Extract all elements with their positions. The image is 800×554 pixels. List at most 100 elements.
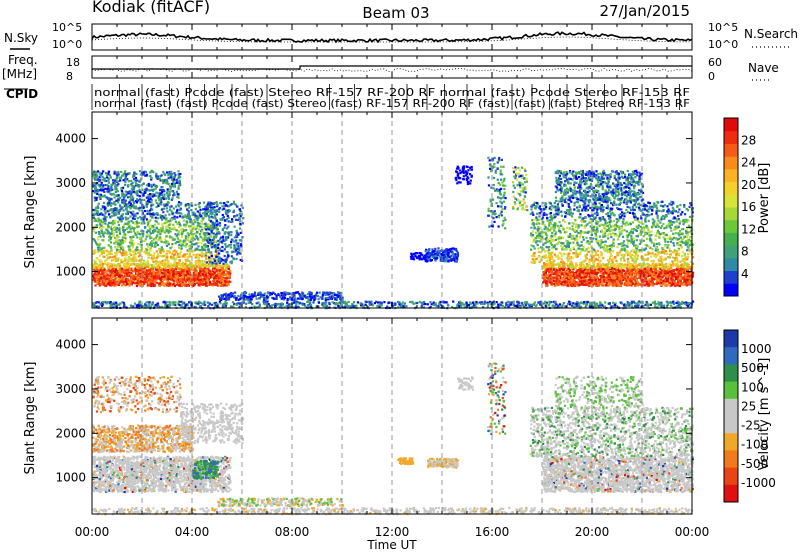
power-pixel xyxy=(166,181,169,184)
power-pixel xyxy=(94,176,97,179)
power-pixel xyxy=(149,209,152,212)
power-pixel xyxy=(195,275,198,278)
power-pixel xyxy=(337,302,341,305)
power-pixel xyxy=(562,302,565,305)
power-pixel xyxy=(165,240,168,243)
power-pixel xyxy=(116,266,119,269)
power-pixel xyxy=(165,254,169,257)
power-pixel xyxy=(156,177,159,180)
power-pixel xyxy=(219,218,222,221)
power-pixel xyxy=(179,224,182,227)
power-pixel xyxy=(115,230,118,234)
power-pixel xyxy=(233,250,236,253)
power-pixel xyxy=(150,188,153,191)
power-pixel xyxy=(170,178,173,181)
power-pixel xyxy=(222,265,226,268)
power-pixel xyxy=(177,230,180,233)
power-pixel xyxy=(131,217,134,220)
power-pixel xyxy=(95,266,98,270)
power-pixel xyxy=(211,238,214,242)
power-pixel xyxy=(159,203,162,206)
power-pixel xyxy=(215,229,218,232)
power-pixel xyxy=(96,205,99,208)
power-pixel xyxy=(224,300,227,303)
power-pixel xyxy=(123,303,126,306)
power-pixel xyxy=(350,305,353,308)
power-pixel xyxy=(213,245,216,248)
power-pixel xyxy=(104,219,107,222)
power-pixel xyxy=(151,264,154,267)
power-pixel xyxy=(125,277,128,280)
power-pixel xyxy=(132,277,135,280)
power-pixel xyxy=(308,302,311,305)
power-pixel xyxy=(186,252,189,255)
power-pixel xyxy=(163,241,166,244)
power-pixel xyxy=(193,283,196,286)
power-pixel xyxy=(280,302,283,305)
power-pixel xyxy=(94,187,97,190)
power-pixel xyxy=(138,188,141,191)
power-pixel xyxy=(200,252,203,255)
power-pixel xyxy=(215,234,218,237)
power-pixel xyxy=(568,300,571,303)
power-pixel xyxy=(103,216,106,219)
power-pixel xyxy=(123,262,126,265)
power-pixel xyxy=(147,194,150,197)
power-pixel xyxy=(176,237,180,240)
power-pixel xyxy=(144,209,147,213)
power-pixel xyxy=(150,201,153,204)
power-pixel xyxy=(138,206,142,209)
power-pixel xyxy=(132,279,135,282)
power-pixel xyxy=(297,305,300,309)
power-pixel xyxy=(228,274,231,277)
power-pixel xyxy=(135,172,138,176)
power-pixel xyxy=(110,270,113,273)
power-pixel xyxy=(127,281,131,284)
power-pixel xyxy=(101,178,104,181)
power-pixel xyxy=(434,302,437,305)
power-pixel xyxy=(523,306,526,309)
power-pixel xyxy=(238,227,242,230)
power-pixel xyxy=(170,218,173,221)
power-pixel xyxy=(160,230,163,233)
power-pixel xyxy=(199,235,202,238)
power-pixel xyxy=(179,207,182,210)
power-pixel xyxy=(119,274,122,277)
power-pixel xyxy=(115,226,118,230)
power-pixel xyxy=(154,187,157,190)
power-pixel xyxy=(460,305,463,308)
power-pixel xyxy=(120,258,123,261)
power-pixel xyxy=(149,189,152,192)
power-pixel xyxy=(100,251,104,254)
power-pixel xyxy=(109,236,112,239)
power-pixel xyxy=(96,264,100,267)
power-pixel xyxy=(186,272,189,275)
power-pixel xyxy=(221,235,224,238)
power-pixel xyxy=(139,275,142,278)
power-pixel xyxy=(141,273,145,276)
power-pixel xyxy=(180,228,183,231)
power-pixel xyxy=(150,272,153,275)
power-pixel xyxy=(109,245,112,248)
power-pixel xyxy=(317,301,321,304)
power-pixel xyxy=(688,302,691,305)
power-pixel xyxy=(102,170,105,173)
power-pixel xyxy=(115,253,118,256)
power-pixel xyxy=(239,258,242,262)
power-pixel xyxy=(139,278,142,281)
power-pixel xyxy=(231,238,234,242)
power-pixel xyxy=(175,234,178,237)
power-pixel xyxy=(675,301,678,305)
power-pixel xyxy=(114,305,117,308)
power-pixel xyxy=(96,192,99,195)
power-pixel xyxy=(570,284,573,287)
power-pixel xyxy=(198,222,201,225)
power-pixel xyxy=(194,254,198,257)
power-pixel xyxy=(688,282,691,285)
power-pixel xyxy=(160,280,164,283)
power-pixel xyxy=(105,253,109,257)
power-pixel xyxy=(222,216,225,219)
power-pixel xyxy=(195,265,198,268)
power-pixel xyxy=(201,217,204,220)
freq-trace xyxy=(91,65,693,72)
